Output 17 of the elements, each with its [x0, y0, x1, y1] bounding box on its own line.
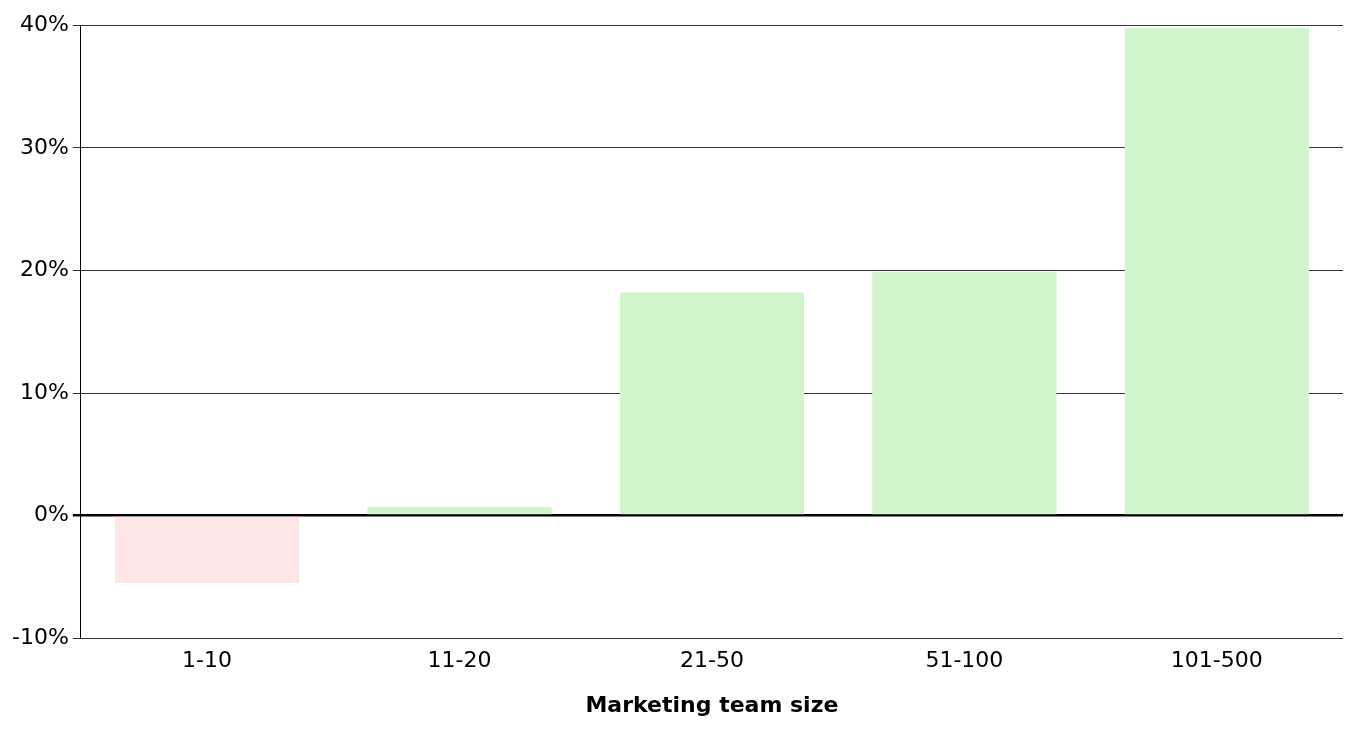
y-tick-label: 30% — [19, 133, 69, 159]
y-tick-label: 20% — [19, 256, 69, 282]
x-tick-label: 21-50 — [679, 647, 744, 673]
bar — [872, 271, 1057, 515]
x-tick-label: 51-100 — [925, 647, 1004, 673]
x-tick-label: 101-500 — [1170, 647, 1263, 673]
bar — [367, 507, 552, 515]
bar — [1124, 27, 1309, 515]
y-tick-label: 0% — [33, 501, 69, 527]
bar — [619, 292, 805, 515]
y-tick-label: 40% — [19, 10, 69, 36]
x-axis-title: Marketing team size — [585, 691, 839, 717]
bar — [114, 516, 300, 584]
y-tick-label: 10% — [19, 378, 69, 404]
y-tick-label: -10% — [11, 623, 69, 649]
x-tick-label: 1-10 — [182, 647, 233, 673]
x-tick-label: 11-20 — [427, 647, 492, 673]
